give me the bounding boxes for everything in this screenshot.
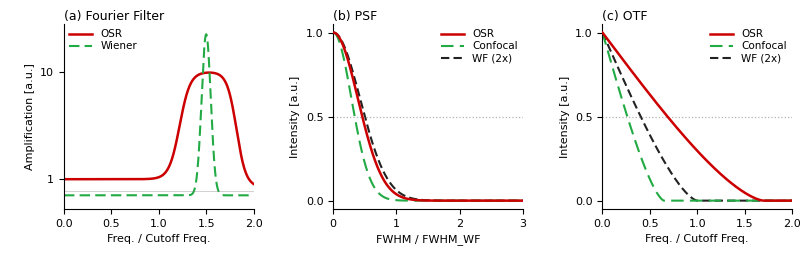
Wiener xyxy=(249,194,258,197)
Text: (a) Fourier Filter: (a) Fourier Filter xyxy=(64,10,164,23)
OSR xyxy=(759,199,769,202)
Confocal xyxy=(685,199,694,202)
OSR xyxy=(243,176,253,180)
Confocal xyxy=(787,199,797,202)
OSR xyxy=(59,178,69,181)
Line: WF (2x): WF (2x) xyxy=(602,32,792,201)
OSR xyxy=(151,176,161,180)
WF (2x) xyxy=(478,199,487,202)
WF (2x) xyxy=(329,31,338,34)
Wiener xyxy=(209,147,218,151)
OSR xyxy=(690,146,699,150)
Y-axis label: Amplification [a.u.]: Amplification [a.u.] xyxy=(25,63,34,170)
OSR xyxy=(249,182,258,185)
WF (2x) xyxy=(693,199,702,202)
Confocal xyxy=(690,199,699,202)
Legend: OSR, Wiener: OSR, Wiener xyxy=(70,29,138,51)
Wiener xyxy=(202,33,211,36)
Wiener xyxy=(151,194,161,197)
Confocal xyxy=(607,64,617,68)
OSR xyxy=(421,199,430,202)
OSR xyxy=(204,71,214,74)
OSR xyxy=(338,43,348,47)
WF (2x) xyxy=(598,31,607,34)
WF (2x) xyxy=(782,199,791,202)
OSR xyxy=(782,199,791,202)
Confocal xyxy=(415,199,425,202)
Confocal xyxy=(329,31,338,34)
WF (2x) xyxy=(782,199,791,202)
WF (2x) xyxy=(421,199,430,202)
OSR xyxy=(329,31,338,34)
Legend: OSR, Confocal, WF (2x): OSR, Confocal, WF (2x) xyxy=(710,29,786,64)
OSR xyxy=(685,141,694,144)
OSR xyxy=(782,199,791,202)
OSR xyxy=(598,31,607,34)
Confocal xyxy=(747,199,757,202)
Line: Confocal: Confocal xyxy=(334,32,522,201)
OSR xyxy=(518,199,527,202)
OSR xyxy=(415,199,425,202)
WF (2x) xyxy=(685,195,694,198)
WF (2x) xyxy=(518,199,527,202)
Wiener xyxy=(243,194,253,197)
Line: Wiener: Wiener xyxy=(64,34,254,195)
OSR xyxy=(747,195,757,198)
WF (2x) xyxy=(338,42,348,45)
OSR xyxy=(209,71,218,75)
Wiener xyxy=(69,194,78,197)
Confocal xyxy=(478,199,487,202)
Confocal xyxy=(512,199,522,202)
Text: (c) OTF: (c) OTF xyxy=(602,10,648,23)
OSR xyxy=(607,44,617,47)
WF (2x) xyxy=(512,199,522,202)
Confocal xyxy=(421,199,430,202)
Confocal xyxy=(598,31,607,34)
X-axis label: Freq. / Cutoff Freq.: Freq. / Cutoff Freq. xyxy=(646,234,749,244)
OSR xyxy=(787,199,797,202)
Line: OSR: OSR xyxy=(334,32,522,201)
Y-axis label: Intensity [a.u.]: Intensity [a.u.] xyxy=(290,76,300,158)
WF (2x) xyxy=(415,198,425,201)
Y-axis label: Intensity [a.u.]: Intensity [a.u.] xyxy=(559,76,570,158)
Line: Confocal: Confocal xyxy=(602,32,792,201)
OSR xyxy=(478,199,487,202)
OSR xyxy=(146,177,156,180)
Wiener xyxy=(243,194,253,197)
Confocal xyxy=(518,199,527,202)
Confocal xyxy=(782,199,791,202)
OSR xyxy=(513,199,522,202)
Confocal xyxy=(782,199,791,202)
Wiener xyxy=(59,194,69,197)
Text: (b) PSF: (b) PSF xyxy=(334,10,378,23)
WF (2x) xyxy=(607,53,617,56)
X-axis label: Freq. / Cutoff Freq.: Freq. / Cutoff Freq. xyxy=(107,234,210,244)
OSR xyxy=(243,176,253,179)
Wiener xyxy=(146,194,156,197)
WF (2x) xyxy=(513,199,522,202)
WF (2x) xyxy=(690,198,699,201)
X-axis label: FWHM / FWHM_WF: FWHM / FWHM_WF xyxy=(376,234,480,245)
OSR xyxy=(69,178,78,181)
Legend: OSR, Confocal, WF (2x): OSR, Confocal, WF (2x) xyxy=(441,29,518,64)
Confocal xyxy=(513,199,522,202)
OSR xyxy=(512,199,522,202)
Line: OSR: OSR xyxy=(602,32,792,201)
Line: OSR: OSR xyxy=(64,73,254,184)
Confocal xyxy=(338,53,348,56)
WF (2x) xyxy=(747,199,757,202)
WF (2x) xyxy=(787,199,797,202)
Confocal xyxy=(659,199,669,202)
Line: WF (2x): WF (2x) xyxy=(334,32,522,201)
